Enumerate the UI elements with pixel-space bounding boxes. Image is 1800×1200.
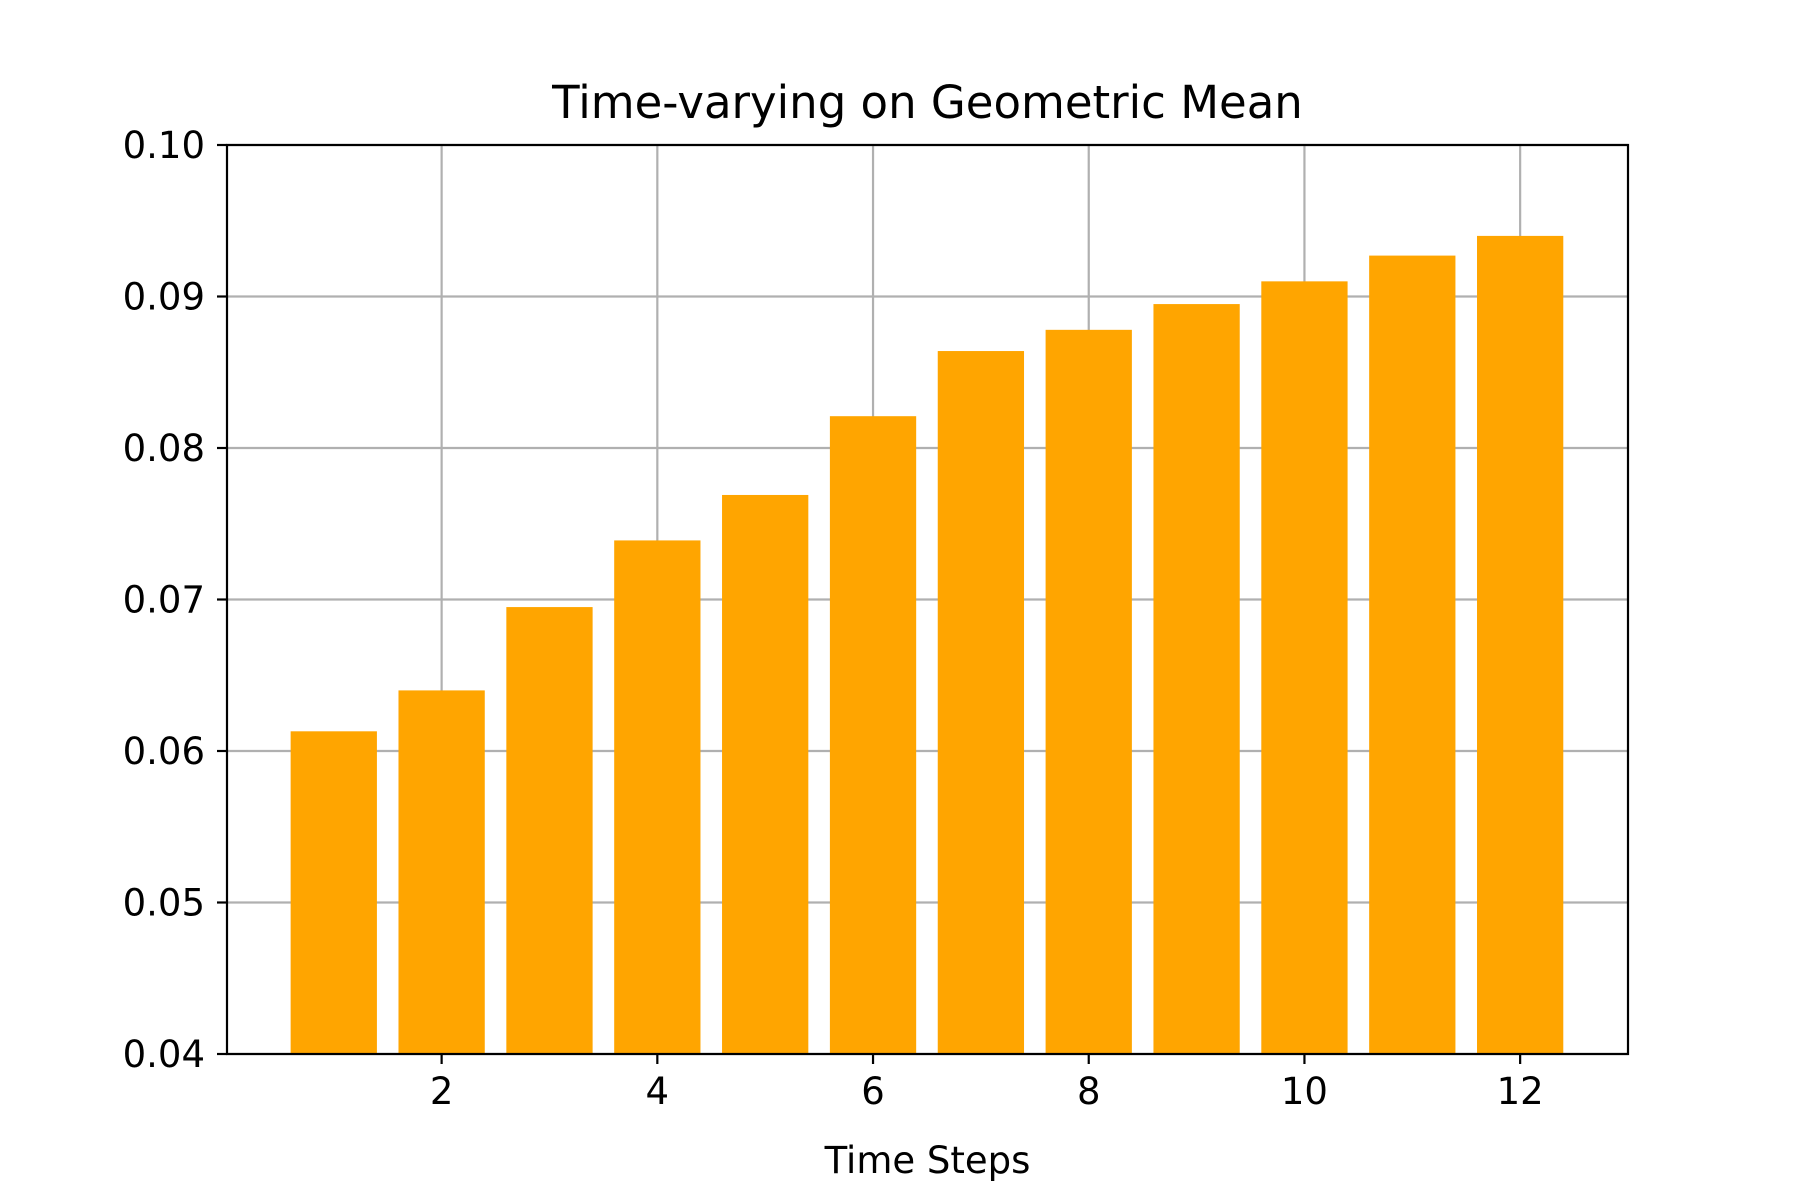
bar-12 bbox=[1477, 235, 1564, 1054]
x-tick-label-5: 12 bbox=[1497, 1070, 1544, 1113]
y-tick-label-2: 0.06 bbox=[123, 730, 205, 773]
x-tick-label-4: 10 bbox=[1281, 1070, 1328, 1113]
x-axis-ticks: 2 4 6 8 10 12 bbox=[430, 1054, 1544, 1113]
y-tick-label-3: 0.07 bbox=[123, 579, 205, 622]
x-tick-label-2: 6 bbox=[861, 1070, 885, 1113]
bars bbox=[290, 235, 1564, 1055]
bar-10 bbox=[1261, 281, 1348, 1055]
bar-5 bbox=[722, 494, 809, 1055]
bar-6 bbox=[829, 416, 917, 1054]
x-tick-label-1: 4 bbox=[646, 1070, 670, 1113]
bar-7 bbox=[937, 351, 1025, 1054]
bar-2 bbox=[398, 690, 485, 1054]
bar-9 bbox=[1153, 304, 1240, 1054]
y-tick-label-1: 0.05 bbox=[123, 882, 205, 925]
y-tick-label-5: 0.09 bbox=[123, 276, 205, 319]
x-axis-title: Time Steps bbox=[824, 1139, 1031, 1182]
chart-title: Time-varying on Geometric Mean bbox=[551, 76, 1303, 129]
bar-11 bbox=[1369, 255, 1456, 1055]
bar-4 bbox=[614, 540, 701, 1054]
y-tick-label-6: 0.10 bbox=[123, 124, 205, 167]
y-axis-ticks: 0.04 0.05 0.06 0.07 0.08 0.09 0.10 bbox=[123, 124, 227, 1076]
y-tick-label-0: 0.04 bbox=[123, 1033, 205, 1076]
bar-8 bbox=[1045, 329, 1132, 1055]
bar-3 bbox=[506, 607, 593, 1054]
y-tick-label-4: 0.08 bbox=[123, 427, 205, 470]
x-tick-label-0: 2 bbox=[430, 1070, 454, 1113]
bar-1 bbox=[290, 731, 377, 1054]
x-tick-label-3: 8 bbox=[1077, 1070, 1101, 1113]
